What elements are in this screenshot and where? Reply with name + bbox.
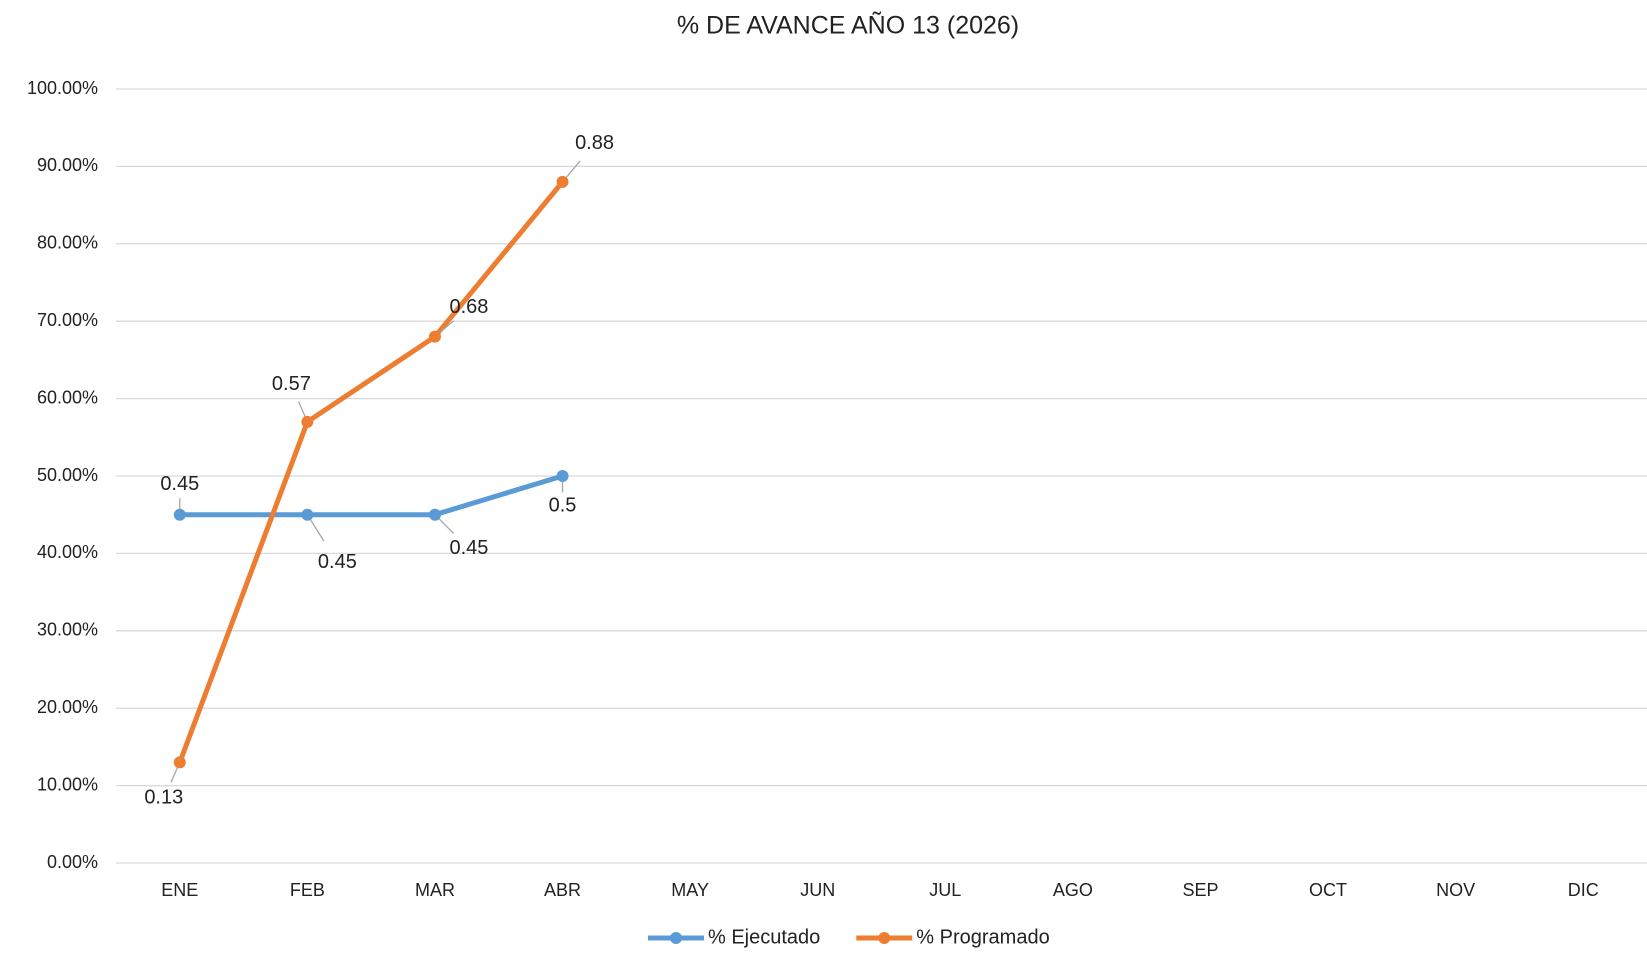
data-point <box>301 415 314 428</box>
x-tick-label: MAR <box>415 880 455 900</box>
y-tick-label: 0.00% <box>47 852 98 872</box>
y-tick-label: 70.00% <box>37 310 98 330</box>
y-tick-label: 50.00% <box>37 465 98 485</box>
x-tick-label: MAY <box>671 880 709 900</box>
data-point <box>556 470 569 482</box>
chart-title: % DE AVANCE AÑO 13 (2026) <box>677 11 1019 40</box>
data-label: 0.68 <box>449 296 488 318</box>
y-tick-label: 20.00% <box>37 697 98 717</box>
x-tick-label: JUN <box>800 880 835 900</box>
x-tick-label: NOV <box>1436 880 1475 900</box>
data-point <box>556 175 569 188</box>
y-tick-label: 10.00% <box>37 774 98 794</box>
data-point <box>173 508 186 521</box>
data-label: 0.5 <box>549 494 577 516</box>
y-tick-label: 30.00% <box>37 620 98 640</box>
x-tick-label: ENE <box>161 880 198 900</box>
data-label: 0.57 <box>272 373 311 395</box>
x-tick-label: ABR <box>544 880 581 900</box>
x-tick-label: SEP <box>1182 880 1218 900</box>
x-tick-label: AGO <box>1053 880 1093 900</box>
data-point <box>173 756 186 769</box>
legend-label: % Programado <box>916 926 1049 948</box>
data-label: 0.45 <box>318 551 357 573</box>
data-point <box>428 508 441 521</box>
y-tick-label: 90.00% <box>37 155 98 175</box>
x-tick-label: FEB <box>290 880 325 900</box>
data-label: 0.13 <box>144 787 183 809</box>
legend-marker <box>670 932 682 944</box>
data-point <box>428 330 441 343</box>
series-line <box>179 473 564 518</box>
data-label: 0.45 <box>449 537 488 559</box>
data-label: 0.88 <box>575 132 614 154</box>
legend-label: % Ejecutado <box>708 926 820 948</box>
data-point <box>301 508 314 521</box>
x-tick-label: DIC <box>1568 880 1599 900</box>
series-line <box>177 180 565 764</box>
x-tick-label: OCT <box>1309 880 1347 900</box>
data-label: 0.45 <box>160 473 199 495</box>
y-tick-label: 100.00% <box>27 78 98 98</box>
x-tick-label: JUL <box>929 880 961 900</box>
y-tick-label: 40.00% <box>37 542 98 562</box>
y-tick-label: 80.00% <box>37 233 98 253</box>
legend-marker <box>878 932 891 944</box>
y-tick-label: 60.00% <box>37 387 98 407</box>
